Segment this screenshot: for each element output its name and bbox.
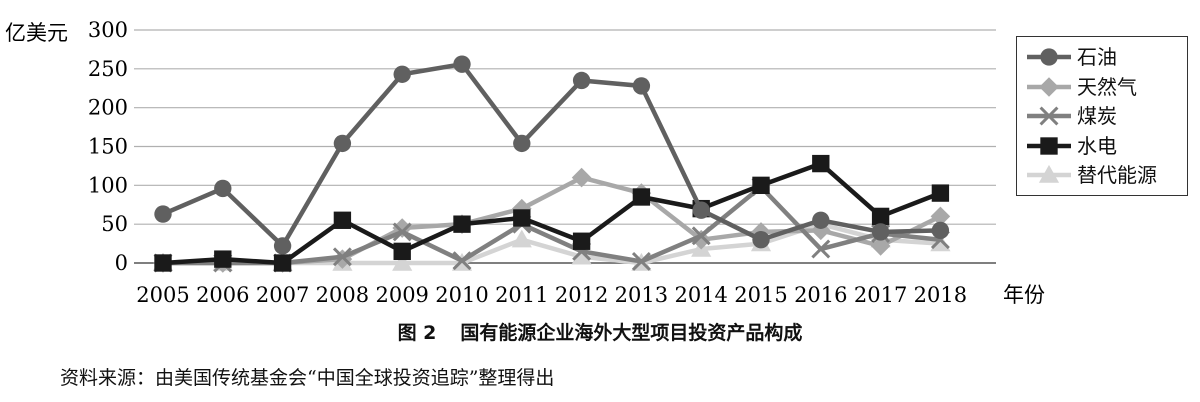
y-tick-label: 200 — [88, 96, 128, 120]
data-point — [870, 236, 891, 256]
legend-label: 煤炭 — [1077, 104, 1117, 128]
data-point — [332, 247, 352, 267]
data-point — [333, 134, 352, 153]
y-tick-label: 300 — [88, 18, 128, 42]
x-tick-label: 2013 — [615, 283, 668, 307]
data-point — [691, 226, 711, 246]
x-tick-label: 2015 — [734, 283, 787, 307]
legend-swatch — [1027, 165, 1071, 183]
data-point — [214, 179, 232, 198]
x-tick-label: 2014 — [674, 283, 727, 307]
x-tick-label: 2008 — [316, 283, 369, 307]
legend-label: 石油 — [1077, 45, 1117, 69]
legend-item: 替代能源 — [1017, 161, 1187, 189]
y-axis-ticks: 0 50 100 150 200 250 300 — [88, 18, 128, 275]
legend-label: 天然气 — [1077, 74, 1137, 99]
data-point — [812, 211, 830, 229]
data-point — [513, 209, 531, 227]
gridlines — [134, 29, 996, 264]
x-tick-label: 2018 — [914, 283, 967, 307]
x-axis-ticks: 2005 2006 2007 2008 2009 2010 2011 2012 2013 2014… — [136, 283, 967, 307]
legend-item: 煤炭 — [1017, 102, 1187, 130]
x-tick-label: 2017 — [854, 283, 907, 307]
y-tick-label: 250 — [88, 57, 128, 81]
data-point — [930, 206, 951, 227]
y-tick-label: 150 — [88, 135, 128, 159]
data-point — [393, 242, 411, 261]
figure-title: 国有能源企业海外大型项目投资产品构成 — [460, 322, 803, 344]
data-point — [453, 55, 471, 73]
series-line — [162, 61, 941, 249]
data-point — [571, 246, 592, 265]
legend-item: 石油 — [1017, 43, 1187, 71]
data-point — [931, 221, 950, 240]
data-point — [692, 201, 710, 219]
data-point — [453, 215, 471, 233]
x-tick-label: 2011 — [495, 283, 548, 307]
data-point — [332, 249, 353, 269]
x-tick-label: 2010 — [435, 283, 488, 307]
figure-caption: 图 2 国有能源企业海外大型项目投资产品构成 — [0, 318, 1200, 345]
x-tick-label: 2006 — [196, 283, 249, 307]
legend-item: 水电 — [1017, 132, 1187, 160]
data-point — [811, 239, 831, 259]
series-水电 — [154, 154, 950, 272]
data-point — [513, 134, 531, 153]
data-point — [752, 176, 770, 195]
data-point — [632, 77, 651, 95]
y-tick-label: 0 — [115, 251, 128, 275]
legend-swatch — [1027, 136, 1071, 155]
data-point — [871, 207, 890, 226]
legend-swatch — [1027, 76, 1071, 97]
series-石油 — [154, 55, 950, 255]
figure-number: 图 2 — [397, 322, 437, 344]
data-point — [273, 237, 292, 255]
x-tick-label: 2012 — [555, 283, 608, 307]
data-point — [333, 211, 352, 229]
data-point — [392, 252, 413, 271]
data-point — [392, 218, 412, 238]
data-point — [392, 222, 412, 242]
legend-swatch — [1027, 106, 1071, 126]
x-tick-label: 2007 — [256, 283, 309, 307]
series-line — [163, 184, 941, 266]
data-point — [752, 231, 770, 249]
data-point — [632, 188, 651, 206]
data-point — [871, 223, 890, 241]
x-tick-label: 2005 — [136, 283, 189, 307]
data-point — [273, 254, 292, 272]
y-axis-label: 亿美元 — [5, 21, 68, 45]
data-point — [571, 167, 592, 188]
source-note: 资料来源：由美国传统基金会“中国全球投资追踪”整理得出 — [60, 367, 555, 389]
data-point — [631, 251, 651, 271]
legend-item: 天然气 — [1017, 73, 1187, 101]
data-point — [812, 154, 830, 173]
data-point — [511, 229, 532, 248]
legend-label: 水电 — [1077, 133, 1117, 158]
data-point — [691, 229, 711, 250]
data-point — [572, 71, 591, 90]
data-point — [154, 254, 172, 272]
x-axis-label: 年份 — [1003, 283, 1045, 307]
data-point — [452, 251, 472, 271]
data-point — [393, 65, 411, 83]
y-tick-label: 100 — [88, 173, 128, 197]
x-tick-label: 2016 — [794, 283, 847, 307]
data-point — [572, 232, 591, 250]
x-tick-label: 2009 — [375, 283, 428, 307]
data-point — [214, 250, 232, 268]
y-tick-label: 50 — [101, 212, 128, 236]
legend: 石油天然气煤炭水电替代能源 — [1016, 36, 1188, 196]
data-point — [931, 184, 950, 202]
legend-label: 替代能源 — [1077, 163, 1157, 187]
series-line — [162, 161, 942, 266]
series-lines — [152, 55, 951, 273]
data-point — [154, 205, 172, 223]
legend-swatch — [1027, 48, 1071, 66]
